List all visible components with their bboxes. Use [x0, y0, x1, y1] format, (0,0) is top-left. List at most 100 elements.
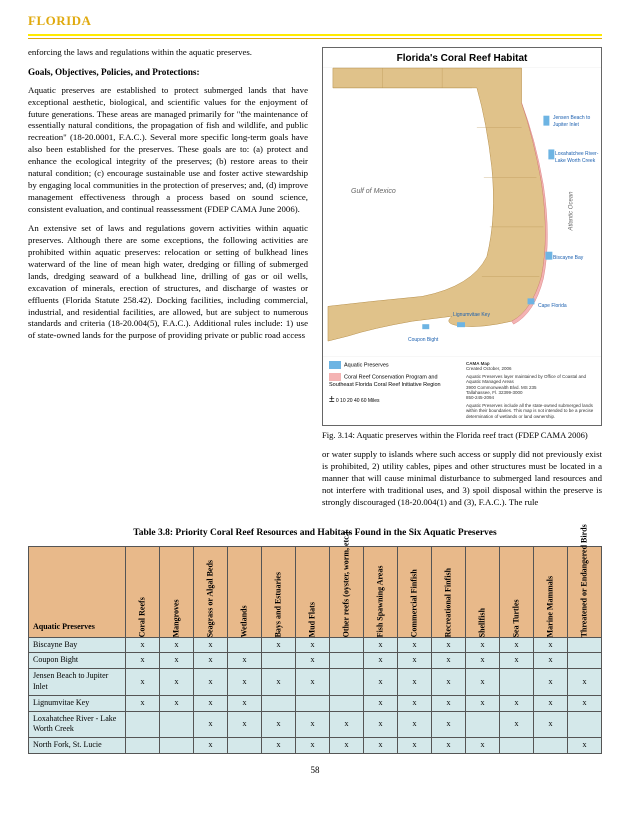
table-cell: x: [568, 669, 602, 696]
col-recreational: Recreational Finfish: [432, 546, 466, 637]
table-cell: x: [228, 695, 262, 711]
legend-item-2: Coral Reef Conservation Program and Sout…: [329, 373, 458, 389]
table-cell: x: [228, 653, 262, 669]
label-jensen: Jensen Beach to Jupiter Inlet: [553, 115, 601, 129]
header-rule-thin: [28, 38, 602, 39]
ocean-label: Atlantic Ocean: [567, 192, 575, 231]
legend-left: Aquatic Preserves Coral Reef Conservatio…: [329, 361, 458, 419]
table-cell: x: [160, 653, 194, 669]
table-cell: x: [398, 637, 432, 653]
table-row: Biscayne Bayxxxxxxxxxxx: [29, 637, 602, 653]
table-cell: x: [228, 669, 262, 696]
preserve-marker-2: [548, 149, 554, 159]
table-cell: [296, 695, 330, 711]
row-name: North Fork, St. Lucie: [29, 738, 126, 754]
left-para-2: Aquatic preserves are established to pro…: [28, 85, 308, 216]
table-cell: [262, 653, 296, 669]
label-lignum: Lignumvitae Key: [453, 312, 490, 319]
row-header-label: Aquatic Preserves: [29, 546, 126, 637]
left-para-1: enforcing the laws and regulations withi…: [28, 47, 308, 59]
table-cell: x: [398, 695, 432, 711]
row-name: Biscayne Bay: [29, 637, 126, 653]
col-mud-flats: Mud Flats: [296, 546, 330, 637]
table-cell: x: [126, 637, 160, 653]
table-cell: x: [364, 738, 398, 754]
reef-table: Aquatic Preserves Coral Reefs Mangroves …: [28, 546, 602, 754]
table-cell: [330, 653, 364, 669]
table-cell: x: [364, 695, 398, 711]
table-cell: x: [432, 711, 466, 738]
map-figure: Florida's Coral Reef Habitat: [322, 47, 602, 426]
legend-scale: ± 0 10 20 40 60 Miles: [329, 393, 458, 407]
table-row: Jensen Beach to Jupiter Inletxxxxxxxxxxx…: [29, 669, 602, 696]
col-coral-reefs: Coral Reefs: [126, 546, 160, 637]
left-column: enforcing the laws and regulations withi…: [28, 47, 308, 517]
table-cell: x: [126, 695, 160, 711]
col-birds: Threatened or Endangered Birds: [568, 546, 602, 637]
table-cell: x: [466, 669, 500, 696]
row-name: Loxahatchee River - Lake Worth Creek: [29, 711, 126, 738]
col-other-reefs: Other reefs (oyster, worm, etc.): [330, 546, 364, 637]
table-cell: [568, 711, 602, 738]
table-cell: x: [398, 653, 432, 669]
table-cell: [228, 738, 262, 754]
table-cell: x: [364, 711, 398, 738]
table-row: Coupon Bightxxxxxxxxxxx: [29, 653, 602, 669]
table-cell: [126, 738, 160, 754]
table-cell: x: [126, 653, 160, 669]
table-cell: x: [262, 738, 296, 754]
table-cell: x: [568, 695, 602, 711]
table-cell: x: [466, 637, 500, 653]
cama-note: Aquatic Preserves include all the state-…: [466, 403, 595, 419]
table-cell: x: [296, 738, 330, 754]
table-caption: Table 3.8: Priority Coral Reef Resources…: [28, 527, 602, 540]
table-cell: x: [160, 695, 194, 711]
preserve-marker-5: [457, 322, 465, 327]
table-cell: x: [262, 711, 296, 738]
table-cell: x: [398, 738, 432, 754]
region-header: FLORIDA: [28, 12, 602, 30]
table-cell: x: [534, 711, 568, 738]
legend-label-1: Aquatic Preserves: [344, 363, 389, 369]
table-cell: [466, 711, 500, 738]
cama-addr1: Aquatic Preserves layer maintained by Of…: [466, 374, 595, 385]
table-cell: x: [432, 738, 466, 754]
table-cell: [534, 738, 568, 754]
table-cell: x: [262, 669, 296, 696]
col-seagrass: Seagrass or Algal Beds: [194, 546, 228, 637]
table-cell: x: [398, 669, 432, 696]
label-lox: Loxahatchee River-Lake Worth Creek: [555, 151, 601, 165]
table-cell: [126, 711, 160, 738]
table-cell: x: [160, 669, 194, 696]
table-cell: [330, 637, 364, 653]
table-row: Lignumvitae Keyxxxxxxxxxxx: [29, 695, 602, 711]
reef-thead: Aquatic Preserves Coral Reefs Mangroves …: [29, 546, 602, 637]
col-spawning: Fish Spawning Areas: [364, 546, 398, 637]
table-cell: x: [466, 695, 500, 711]
label-biscayne: Biscayne Bay: [553, 255, 583, 262]
table-cell: x: [296, 711, 330, 738]
table-cell: [568, 637, 602, 653]
table-cell: [262, 695, 296, 711]
legend-label-2: Coral Reef Conservation Program and Sout…: [329, 374, 441, 387]
left-para-3: An extensive set of laws and regulations…: [28, 223, 308, 342]
table-cell: x: [364, 637, 398, 653]
header-rule-thick: [28, 34, 602, 36]
table-cell: x: [194, 695, 228, 711]
table-cell: x: [296, 669, 330, 696]
preserve-marker-6: [422, 324, 429, 329]
table-cell: x: [466, 653, 500, 669]
row-name: Jensen Beach to Jupiter Inlet: [29, 669, 126, 696]
col-mammals: Marine Mammals: [534, 546, 568, 637]
table-cell: x: [194, 738, 228, 754]
map-body: Gulf of Mexico Atlantic Ocean Jensen Bea…: [323, 67, 601, 357]
table-cell: x: [432, 695, 466, 711]
table-cell: x: [534, 695, 568, 711]
table-cell: x: [296, 637, 330, 653]
table-cell: x: [500, 711, 534, 738]
col-bays: Bays and Estuaries: [262, 546, 296, 637]
table-cell: x: [432, 669, 466, 696]
table-cell: x: [228, 711, 262, 738]
table-cell: x: [160, 637, 194, 653]
table-cell: [330, 695, 364, 711]
